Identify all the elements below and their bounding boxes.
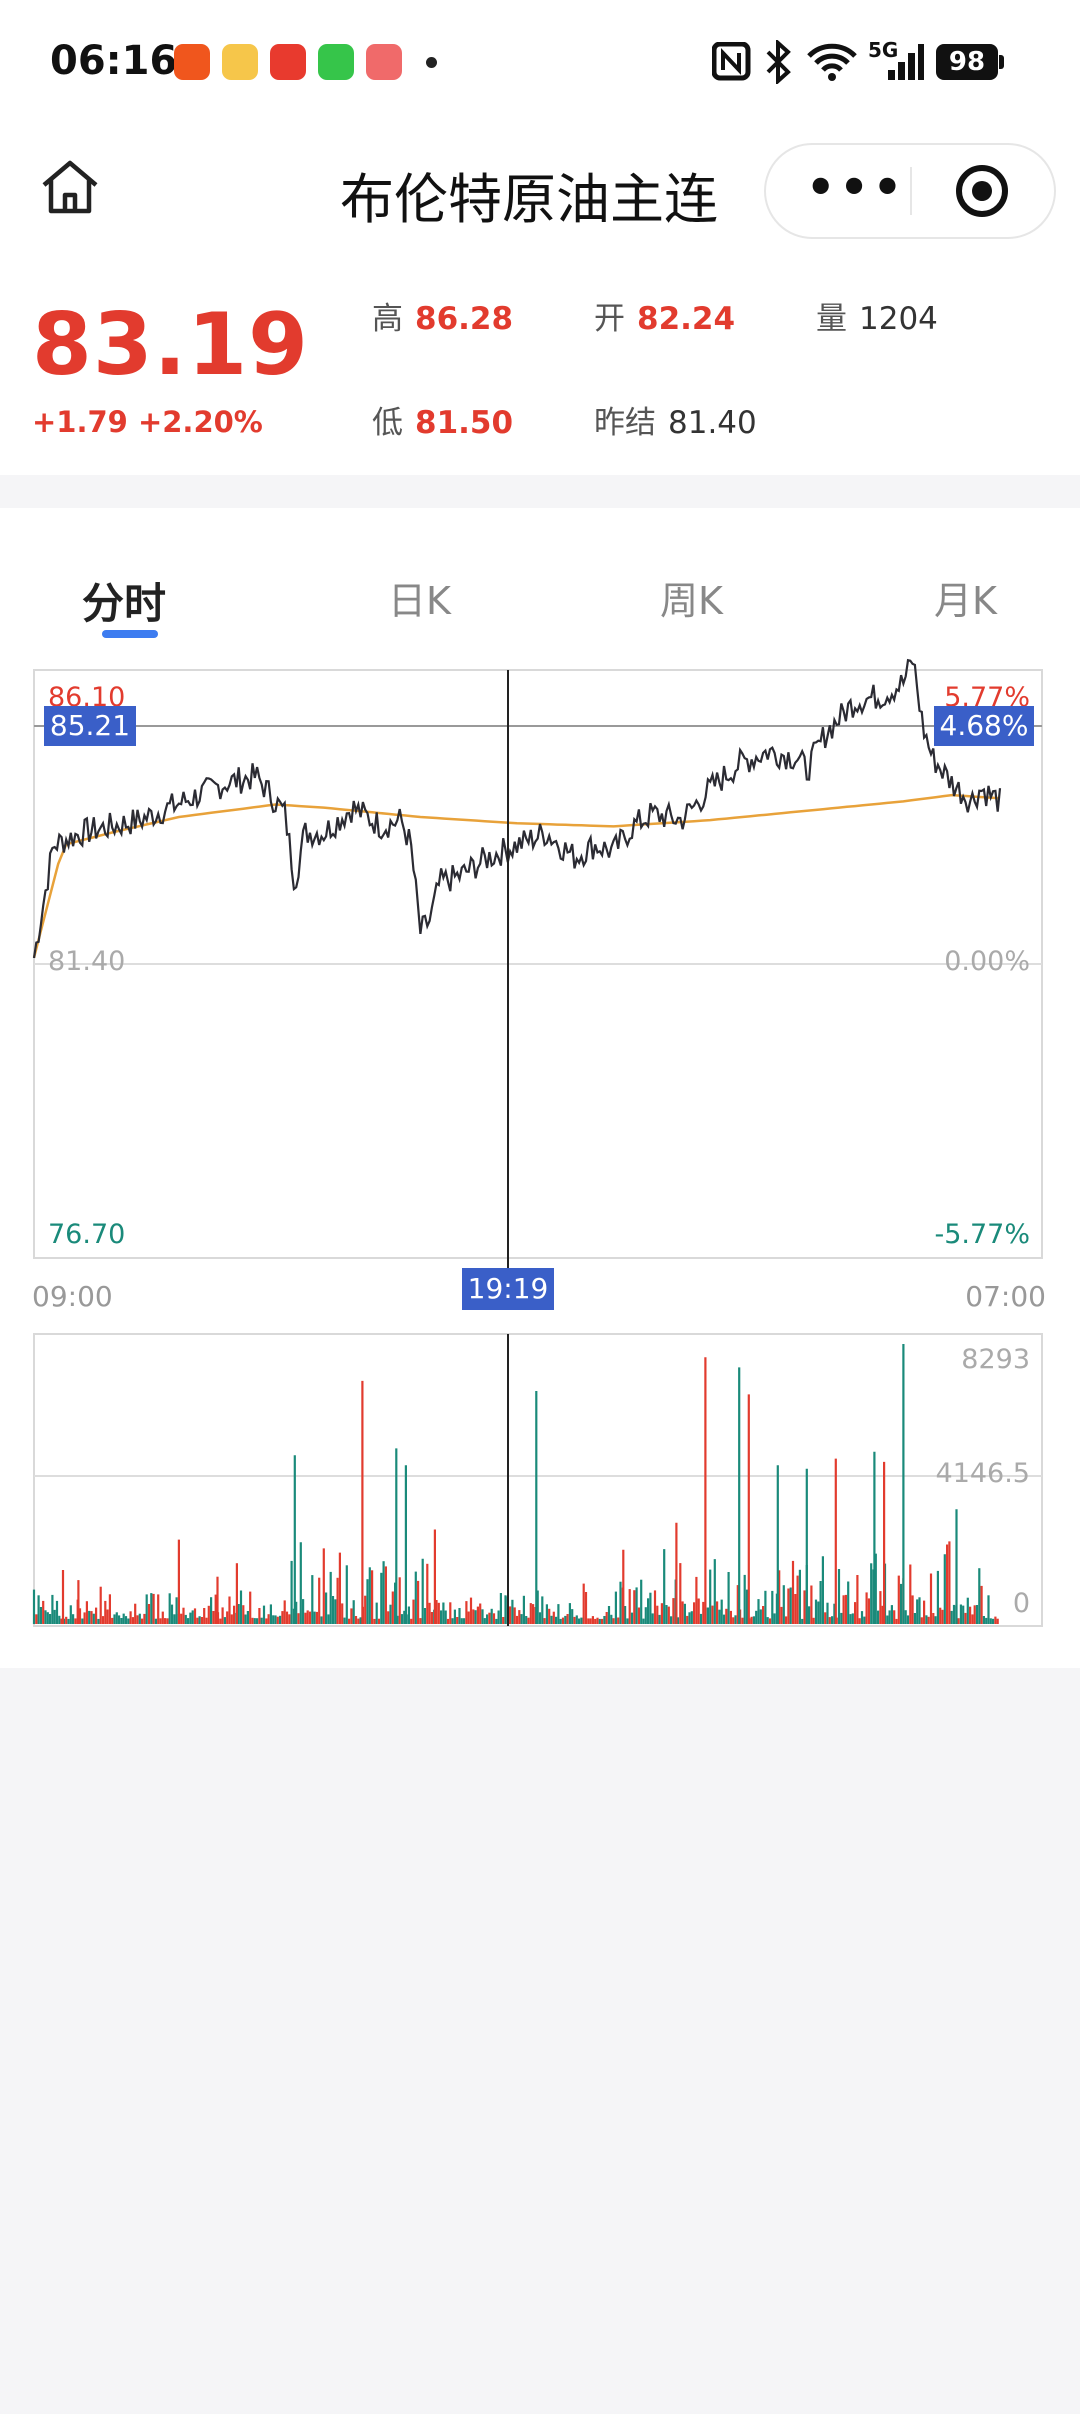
- tab-daily-k[interactable]: 日K: [388, 579, 451, 623]
- stat-volume-value: 1204: [859, 301, 938, 337]
- y-left-mid-label: 81.40: [48, 946, 125, 977]
- home-icon[interactable]: [38, 155, 102, 219]
- stat-low-label: 低: [372, 405, 403, 441]
- price-change: +1.79 +2.20%: [32, 405, 263, 439]
- weibo-app-icon: [222, 44, 258, 80]
- crosshair-pct-tag: [934, 706, 1034, 746]
- y-left-bottom-label: 76.70: [48, 1219, 125, 1250]
- bluetooth-icon: [766, 40, 791, 84]
- last-price: 83.19: [32, 295, 310, 395]
- y-right-mid-label: 0.00%: [944, 946, 1030, 977]
- x-start-label: 09:00: [32, 1280, 113, 1313]
- x-end-label: 07:00: [965, 1280, 1046, 1313]
- stat-open-value: 82.24: [637, 301, 736, 337]
- stat-open: 开 82.24: [594, 293, 735, 338]
- crosshair-price-tag: [44, 706, 136, 746]
- intraday-chart[interactable]: 86.10 81.40 76.70 5.77% 0.00% -5.77% 85.…: [0, 508, 1080, 1668]
- quote-header: 83.19 +1.79 +2.20% 高 86.28 开 82.24 量 1204 低…: [0, 265, 1080, 475]
- mini-program-capsule: •••: [764, 143, 1056, 239]
- stat-prev-settle-label: 昨结: [594, 405, 656, 441]
- stat-low: 低 81.50: [372, 397, 513, 442]
- tab-monthly-k[interactable]: 月K: [934, 579, 997, 623]
- active-tab-indicator: [102, 630, 158, 638]
- y-right-bottom-label: -5.77%: [934, 1219, 1030, 1250]
- close-target-icon[interactable]: [956, 165, 1008, 217]
- stat-volume: 量 1204: [816, 293, 938, 338]
- stat-high-value: 86.28: [415, 301, 514, 337]
- nfc-icon: [712, 42, 751, 81]
- battery-indicator: 98: [936, 44, 1004, 80]
- status-time: 06:16: [50, 38, 178, 84]
- signal-icon: [888, 44, 924, 80]
- stat-prev-settle-value: 81.40: [668, 405, 757, 441]
- listen-app-icon: [270, 44, 306, 80]
- stat-high: 高 86.28: [372, 293, 513, 338]
- chart-card: 分时 日K 周K 月K 86.10 81.40 76.70 5.77% 0.00…: [0, 508, 1080, 1668]
- average-price-line: [32, 793, 1001, 959]
- stat-prev-settle: 昨结 81.40: [594, 397, 757, 442]
- more-button[interactable]: •••: [806, 160, 907, 214]
- crosshair-time-tag: [462, 1268, 554, 1310]
- volume-mid-label: 4146.5: [936, 1458, 1030, 1489]
- capsule-divider: [910, 167, 912, 215]
- stat-low-value: 81.50: [415, 405, 514, 441]
- crosshair-pct-text: 4.68%: [940, 709, 1029, 742]
- notification-dot-icon: [426, 57, 437, 68]
- page-title: 布伦特原油主连: [340, 168, 718, 231]
- crosshair-time-text: 19:19: [468, 1272, 549, 1305]
- volume-panel-frame: [33, 1333, 1043, 1627]
- network-type: 5G: [868, 38, 899, 62]
- crosshair-price-text: 85.21: [50, 709, 130, 742]
- status-bar: 06:16 5G 98: [0, 0, 1080, 125]
- stat-open-label: 开: [594, 301, 625, 337]
- volume-zero-label: 0: [1013, 1588, 1030, 1619]
- video-app-icon: [366, 44, 402, 80]
- paper-plane-app-icon: [174, 44, 210, 80]
- stat-high-label: 高: [372, 301, 403, 337]
- price-line: [32, 658, 1002, 959]
- tab-intraday[interactable]: 分时: [82, 579, 167, 628]
- volume-top-label: 8293: [961, 1344, 1030, 1375]
- wifi-icon: [807, 43, 857, 81]
- tab-weekly-k[interactable]: 周K: [660, 579, 723, 623]
- stat-volume-label: 量: [816, 301, 847, 337]
- shopping-app-icon: [318, 44, 354, 80]
- nav-bar: 布伦特原油主连 •••: [0, 125, 1080, 265]
